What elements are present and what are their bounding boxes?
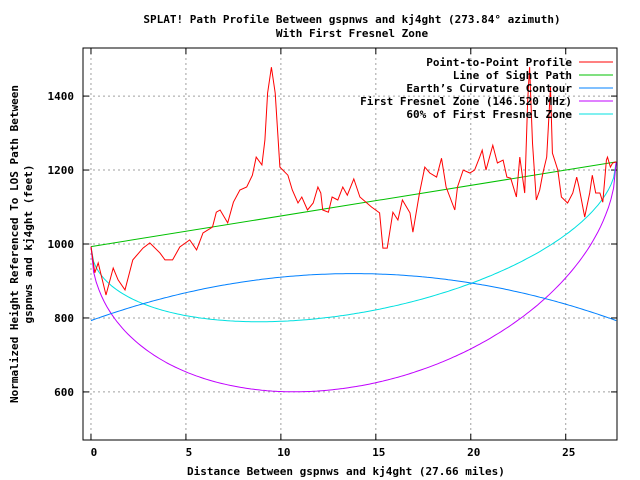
y-tick-label: 1200 [48, 164, 75, 177]
profile-line [90, 67, 617, 296]
fresnel-60-line [90, 161, 617, 323]
chart-subtitle: With First Fresnel Zone [276, 27, 429, 40]
y-axis-label-line1: Normalized Height Referenced To LOS Path… [8, 85, 21, 403]
y-tick-label: 1400 [48, 90, 75, 103]
y-tick-label: 800 [54, 312, 74, 325]
legend-label: Line of Sight Path [453, 69, 572, 82]
x-tick-label: 25 [562, 446, 575, 459]
legend-label: Earth’s Curvature Contour [406, 82, 572, 95]
fresnel-zone-line [90, 161, 617, 393]
x-axis-label: Distance Between gspnws and kj4ght (27.6… [187, 465, 505, 478]
y-axis-label-line2: gspnws and kj4ght (feet) [22, 165, 35, 324]
chart-title: SPLAT! Path Profile Between gspnws and k… [143, 13, 560, 26]
x-tick-label: 0 [91, 446, 98, 459]
grid [83, 48, 617, 440]
legend-label: 60% of First Fresnel Zone [406, 108, 572, 121]
x-tick-label: 10 [277, 446, 290, 459]
x-tick-label: 20 [467, 446, 480, 459]
axis-ticks: 0 5 10 15 20 25 600 800 1000 1200 1400 [48, 48, 617, 459]
x-tick-label: 5 [186, 446, 193, 459]
legend-label: First Fresnel Zone (146.520 MHz) [360, 95, 572, 108]
earth-curvature-line [90, 273, 617, 322]
line-of-sight-line [90, 161, 617, 248]
series-lines [90, 67, 617, 393]
y-tick-label: 1000 [48, 238, 75, 251]
x-tick-label: 15 [372, 446, 385, 459]
plot-border [82, 47, 618, 441]
y-tick-label: 600 [54, 386, 74, 399]
legend-label: Point-to-Point Profile [426, 56, 572, 69]
